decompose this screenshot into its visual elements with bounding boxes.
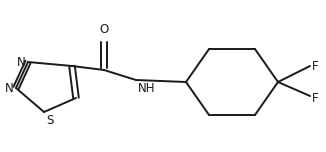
Text: F: F (312, 92, 319, 105)
Text: NH: NH (138, 82, 156, 95)
Text: N: N (17, 55, 26, 69)
Text: N: N (5, 81, 14, 95)
Text: O: O (99, 23, 109, 36)
Text: F: F (312, 59, 319, 73)
Text: S: S (46, 114, 53, 127)
